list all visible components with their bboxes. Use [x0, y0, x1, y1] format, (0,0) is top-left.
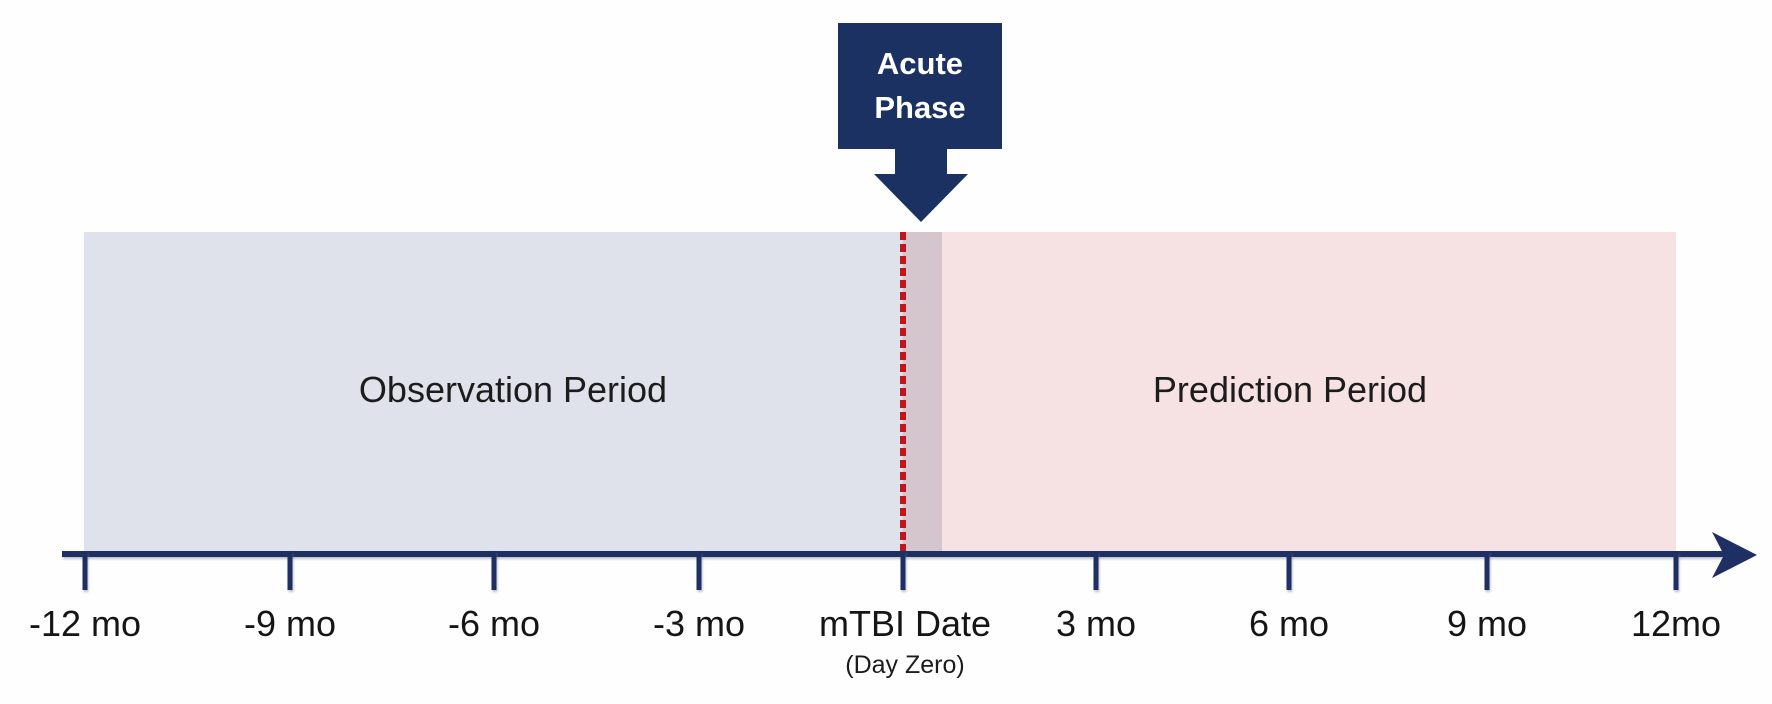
observation-period-band — [84, 232, 903, 553]
tick-6mo — [1286, 551, 1292, 590]
down-arrow-icon — [874, 174, 968, 222]
tick-label-mtbi-date: mTBI Date — [818, 603, 992, 644]
axis-arrowhead-icon — [1712, 532, 1757, 578]
prediction-period-band — [942, 232, 1676, 553]
tick-label-3mo: 3 mo — [1055, 603, 1137, 644]
observation-period-label: Observation Period — [358, 369, 668, 410]
tick-label-6mo: 6 mo — [1248, 603, 1330, 644]
acute-phase-label-line1: Acute — [876, 46, 964, 81]
tick-9mo — [1484, 551, 1490, 590]
tick-minus-6mo — [491, 551, 497, 590]
tick-label-minus-6mo: -6 mo — [447, 603, 541, 644]
acute-phase-label-line2: Phase — [874, 90, 966, 125]
tick-minus-12mo — [82, 551, 88, 590]
tick-label-minus-12mo: -12 mo — [28, 603, 142, 644]
tick-mtbi-date — [900, 551, 906, 590]
down-arrow-stem — [895, 148, 947, 175]
tick-12mo — [1673, 551, 1679, 590]
tick-label-12mo: 12mo — [1630, 603, 1722, 644]
tick-minus-9mo — [287, 551, 293, 590]
tick-label-minus-9mo: -9 mo — [243, 603, 337, 644]
acute-phase-callout: Acute Phase — [838, 23, 1002, 149]
acute-phase-overlap-band — [903, 232, 942, 553]
mtbi-date-dotted-line — [900, 232, 906, 553]
tick-label-minus-3mo: -3 mo — [652, 603, 746, 644]
tick-label-9mo: 9 mo — [1446, 603, 1528, 644]
tick-3mo — [1093, 551, 1099, 590]
tick-minus-3mo — [696, 551, 702, 590]
day-zero-sublabel: (Day Zero) — [845, 651, 965, 679]
prediction-period-label: Prediction Period — [1152, 369, 1428, 410]
